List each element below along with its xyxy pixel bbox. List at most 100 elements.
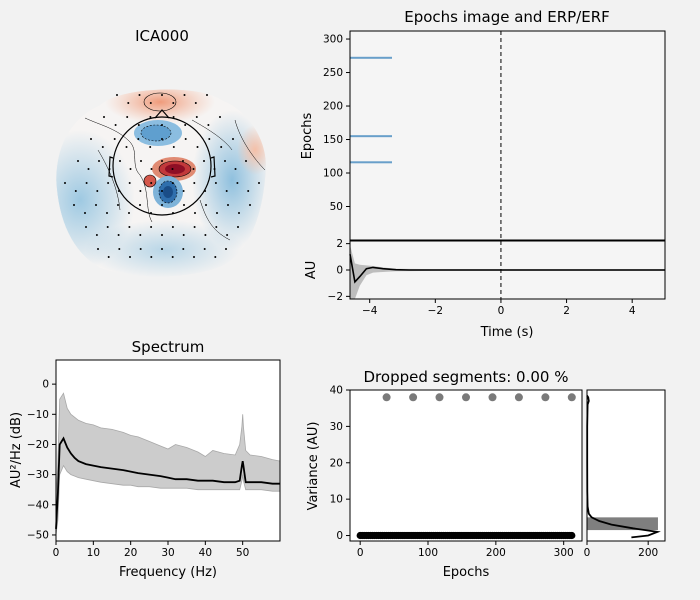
sensor-dot — [208, 138, 211, 140]
sensor-dot — [125, 146, 128, 148]
sensor-dot — [90, 138, 92, 140]
sensor-dot — [171, 182, 174, 184]
erp-x-label: Time (s) — [480, 325, 534, 340]
erp-line — [349, 254, 665, 284]
sensor-dot — [204, 234, 207, 236]
sensor-dot — [194, 212, 196, 214]
sensor-dot — [84, 212, 86, 214]
sensor-dot — [161, 190, 163, 192]
sensor-dot — [207, 124, 210, 126]
epochs-y-tick-label: 200 — [323, 101, 343, 113]
variance-x-label: Epochs — [443, 565, 490, 580]
spectrum-x-tick-label: 0 — [53, 547, 60, 559]
spectrum-ticks: 0 10 20 30 40 50 0 −10 −20 −30 −40 −50 — [27, 379, 250, 559]
sensor-dot — [216, 212, 218, 214]
epochs-y-tick-label: 100 — [323, 168, 343, 180]
variance-ticks: 0 100 200 300 0 10 20 30 40 — [330, 385, 574, 560]
variance-high-point — [514, 393, 523, 402]
sensor-dot — [224, 160, 226, 162]
sensor-dot — [95, 204, 97, 206]
sensor-dot — [183, 204, 185, 206]
epoch-mark — [350, 56, 392, 59]
sensor-dot — [172, 116, 175, 118]
sensor-dot — [258, 182, 260, 184]
sensor-dots — [64, 94, 260, 258]
sensor-dot — [195, 116, 198, 118]
sensor-dot — [183, 94, 186, 96]
epochs-image-frame — [349, 30, 666, 241]
sensor-dot — [116, 94, 118, 96]
sensor-dot — [225, 248, 227, 250]
epochs-y-tick-label: 250 — [323, 67, 343, 79]
sensor-dot — [87, 168, 90, 170]
left-ear-icon — [108, 156, 114, 178]
spectrum-y-tick-label: −40 — [27, 499, 49, 511]
sensor-dot — [172, 212, 174, 214]
sensor-dot — [161, 160, 163, 162]
sensor-dot — [128, 212, 130, 214]
sensor-dot — [139, 248, 142, 250]
epoch-mark — [350, 135, 392, 138]
sensor-dot — [106, 226, 109, 228]
spectrum-y-tick-label: −10 — [27, 409, 49, 421]
variance-high-point — [409, 393, 418, 402]
sensor-dot — [96, 190, 99, 192]
spectrum-y-tick-label: 0 — [42, 379, 49, 391]
sensor-dot — [149, 102, 152, 104]
erp-y-tick-label: 0 — [336, 265, 343, 277]
sensor-dot — [127, 102, 130, 104]
sensor-dot — [171, 256, 174, 258]
sensor-dot — [106, 212, 108, 214]
sensor-dot — [220, 146, 223, 148]
sensor-dot — [206, 94, 208, 96]
sensor-dot — [139, 204, 141, 206]
sensor-dot — [137, 138, 140, 140]
topomap-title: ICA000 — [135, 27, 189, 45]
sensor-dot — [85, 182, 88, 184]
sensor-dot — [149, 116, 152, 118]
variance-y-tick-label: 10 — [330, 494, 343, 506]
sensor-dot — [150, 212, 152, 214]
sensor-dot — [137, 124, 140, 126]
sensor-dot — [214, 182, 217, 184]
sensor-dot — [193, 226, 196, 228]
sensor-dot — [117, 234, 120, 236]
sensor-dot — [184, 138, 187, 140]
sensor-dot — [203, 248, 206, 250]
sensor-dot — [182, 190, 185, 192]
spectrum-line — [55, 436, 280, 529]
sensor-dot — [213, 168, 216, 170]
contour-lines — [84, 117, 266, 241]
variance-high-point — [488, 393, 497, 402]
spectrum-x-tick-label: 30 — [161, 547, 174, 559]
sensor-dot — [77, 160, 79, 162]
sensor-dot — [182, 160, 184, 162]
histogram-panel: 0 200 — [584, 389, 666, 559]
sensor-dot — [150, 226, 153, 228]
sensor-dot — [236, 182, 239, 184]
spectrum-title: Spectrum — [132, 338, 205, 356]
variance-y-tick-label: 0 — [336, 530, 343, 542]
erp-x-tick-label: −4 — [362, 305, 378, 317]
sensor-dot — [225, 190, 228, 192]
sensor-dot — [215, 226, 218, 228]
variance-y-tick-label: 30 — [330, 421, 343, 433]
epochs-image-area — [350, 31, 665, 240]
erp-x-tick-label: −2 — [428, 305, 443, 317]
sensor-dot — [150, 168, 153, 170]
spectrum-y-tick-label: −20 — [27, 439, 49, 451]
spectrum-y-label: AU²/Hz (dB) — [9, 412, 24, 488]
variance-density-line — [586, 395, 661, 539]
spectrum-x-tick-label: 20 — [124, 547, 137, 559]
sensor-dot — [128, 226, 131, 228]
sensor-dot — [73, 204, 75, 206]
sensor-dot — [114, 124, 117, 126]
spectrum-y-tick-label: −30 — [27, 469, 49, 481]
sensor-dot — [232, 138, 234, 140]
variance-y-tick-label: 20 — [330, 457, 343, 469]
sensor-dot — [97, 248, 99, 250]
variance-panel: Dropped segments: 0.00 % 0 100 200 300 0 10 20… — [306, 368, 583, 580]
variance-points — [356, 393, 576, 540]
topomap-panel: ICA000 — [55, 27, 267, 277]
